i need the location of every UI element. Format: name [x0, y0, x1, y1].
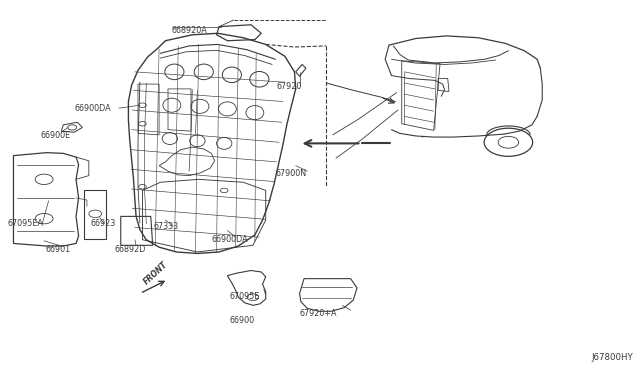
Text: 67920+A: 67920+A [300, 310, 337, 318]
Text: 66923: 66923 [90, 219, 115, 228]
Text: 67920: 67920 [276, 82, 302, 91]
Text: 67095EA: 67095EA [7, 219, 43, 228]
Text: 67333: 67333 [154, 222, 179, 231]
Text: 66900DA: 66900DA [74, 104, 111, 113]
Text: 66901: 66901 [45, 245, 70, 254]
Text: 66900E: 66900E [40, 131, 70, 141]
Text: 66892D: 66892D [115, 245, 146, 254]
Text: 66900: 66900 [229, 316, 255, 325]
Text: 67095E: 67095E [229, 292, 260, 301]
Text: 668920A: 668920A [172, 26, 207, 35]
Text: 67900N: 67900N [275, 169, 307, 177]
Text: J67800HY: J67800HY [591, 353, 633, 362]
Text: FRONT: FRONT [143, 260, 170, 286]
Text: 66900DA: 66900DA [211, 235, 248, 244]
